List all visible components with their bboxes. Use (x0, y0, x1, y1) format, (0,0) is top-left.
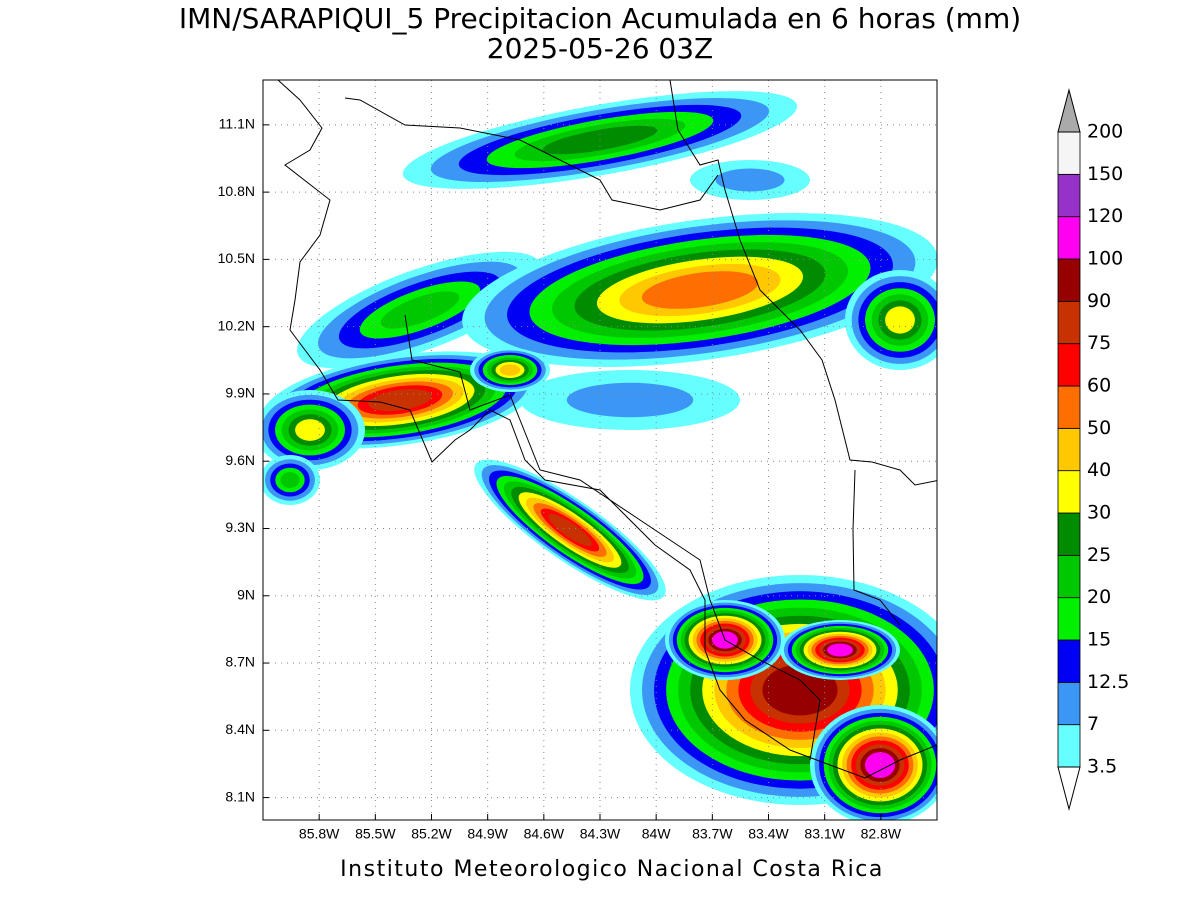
y-tick-label: 8.4N (225, 721, 255, 737)
precip-contour (641, 271, 759, 309)
y-tick-label: 8.7N (225, 654, 255, 670)
colorbar-under (1057, 766, 1081, 811)
colorbar-segment (1057, 258, 1081, 302)
grid (263, 80, 937, 820)
precip-contour (827, 643, 853, 657)
x-tick-label: 84.9W (467, 826, 508, 842)
colorbar-segment (1057, 173, 1081, 218)
colorbar-segment (1057, 512, 1081, 556)
province-border (404, 314, 821, 761)
x-tick-label: 83.1W (804, 826, 845, 842)
x-tick-label: 83.4W (748, 826, 789, 842)
precip-field (263, 91, 937, 820)
precip-contour (380, 291, 460, 329)
colorbar-segment (1057, 216, 1081, 260)
caribbean-coast (669, 80, 937, 486)
precip-contour (368, 388, 432, 412)
x-tick-label: 84W (642, 826, 672, 842)
colorbar-segment (1057, 470, 1081, 514)
precip-contour (885, 306, 915, 334)
panama-border (852, 469, 901, 626)
precip-contour (566, 382, 694, 418)
colorbar-label: 60 (1087, 375, 1111, 397)
colorbar-label: 90 (1087, 290, 1111, 312)
colorbar-segment (1057, 131, 1081, 175)
nicaragua-border (344, 97, 719, 211)
title: IMN/SARAPIQUI_5 Precipitacion Acumulada … (179, 2, 1021, 35)
colorbar-segment (1057, 681, 1081, 726)
colorbar-label: 40 (1087, 459, 1111, 481)
y-tick-label: 9.9N (225, 385, 255, 401)
y-tick-label: 11.1N (219, 116, 255, 132)
x-tick-label: 85.8W (299, 826, 340, 842)
colorbar-label: 50 (1087, 417, 1111, 439)
colorbar-segment (1057, 300, 1081, 345)
colorbar-segment (1057, 343, 1081, 387)
colorbar-segment (1057, 554, 1081, 599)
colorbar-segment (1057, 597, 1081, 641)
precip-contour (295, 419, 325, 441)
colorbar-over (1057, 88, 1081, 133)
precip-contour (548, 514, 592, 546)
x-tick-label: 85.5W (355, 826, 396, 842)
x-tick-label: 84.3W (580, 826, 621, 842)
coastlines (277, 80, 937, 779)
colorbar-label: 15 (1087, 629, 1111, 651)
y-tick-label: 10.8N (218, 183, 255, 199)
colorbar-segment (1057, 385, 1081, 429)
colorbar-label: 3.5 (1087, 756, 1117, 778)
colorbar-label: 20 (1087, 586, 1111, 608)
y-tick-label: 9.3N (225, 519, 255, 535)
colorbar-label: 7 (1087, 713, 1099, 735)
colorbar-label: 120 (1087, 205, 1123, 227)
colorbar-segment (1057, 724, 1081, 768)
x-tick-label: 83.7W (692, 826, 733, 842)
y-tick-label: 9N (237, 586, 255, 602)
subtitle: 2025-05-26 03Z (487, 32, 713, 65)
colorbar-label: 200 (1087, 121, 1123, 143)
x-tick-label: 84.6W (524, 826, 565, 842)
colorbar-label: 75 (1087, 332, 1111, 354)
axes: 85.8W 85.5W 85.2W 84.9W 84.6W 84.3W 84W 83.7W 83… (218, 116, 902, 842)
precip-contour (715, 168, 785, 192)
colorbar: 3.5 7 12.5 15 20 25 30 40 50 60 75 90 100 120 150 200 (1057, 88, 1129, 811)
y-tick-label: 10.5N (218, 250, 255, 266)
x-tick-label: 85.2W (411, 826, 452, 842)
y-tick-label: 8.1N (225, 788, 255, 804)
colorbar-segment (1057, 427, 1081, 472)
precip-contour (864, 752, 896, 778)
x-tick-label: 82.8W (861, 826, 902, 842)
colorbar-label: 100 (1087, 248, 1123, 270)
y-tick-label: 9.6N (225, 452, 255, 468)
colorbar-label: 12.5 (1087, 671, 1129, 693)
y-tick-label: 10.2N (218, 317, 255, 333)
colorbar-label: 25 (1087, 544, 1111, 566)
precip-contour (499, 364, 521, 376)
precip-contour (280, 472, 300, 488)
footer: Instituto Meteorologico Nacional Costa R… (340, 857, 884, 882)
colorbar-label: 30 (1087, 502, 1111, 524)
colorbar-segment (1057, 639, 1081, 683)
pacific-coast (277, 80, 937, 779)
colorbar-label: 150 (1087, 163, 1123, 185)
